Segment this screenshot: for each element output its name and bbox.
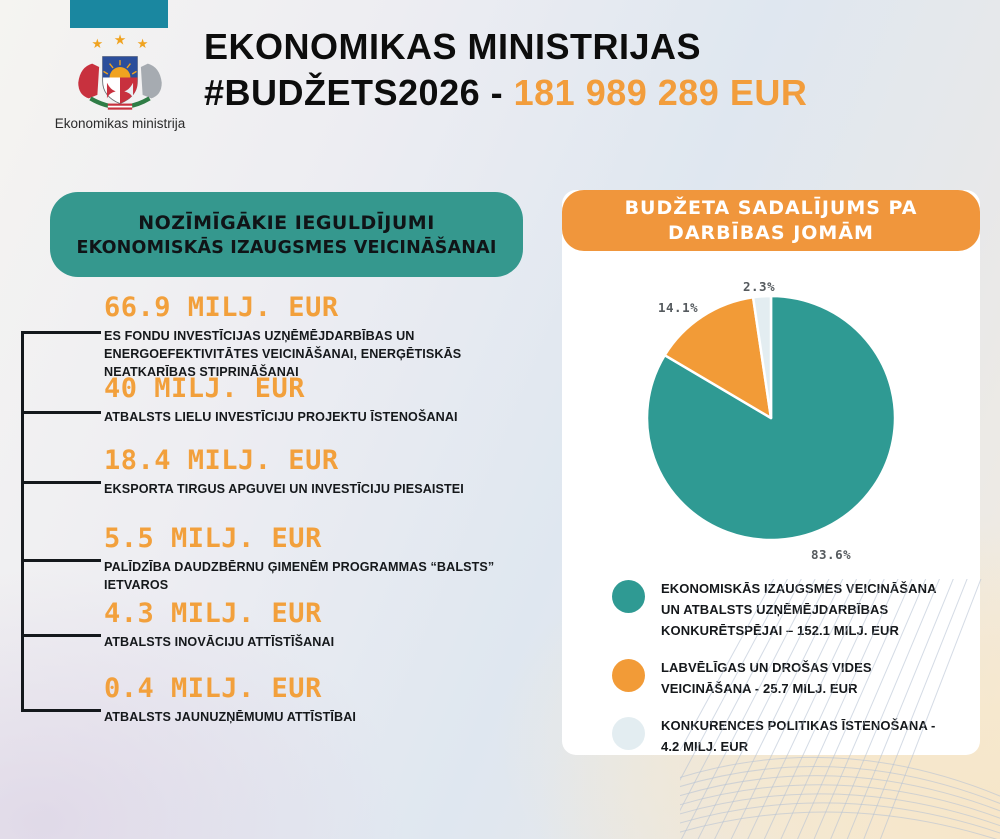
pie-percent-label: 14.1% <box>658 300 699 315</box>
legend-label: EKONOMISKĀS IZAUGSMES VEICINĀŠANA UN ATB… <box>661 581 937 638</box>
bracket-vertical-line <box>21 331 24 712</box>
investment-item: 40 MILJ. EUR ATBALSTS LIELU INVESTĪCIJU … <box>104 374 556 426</box>
left-header-line-1: NOZĪMĪGĀKIE IEGULDĪJUMI <box>138 211 435 234</box>
investment-amount: 0.4 MILJ. EUR <box>104 673 322 704</box>
ministry-logo-caption: Ekonomikas ministrija <box>54 116 186 131</box>
investment-item: 4.3 MILJ. EUR ATBALSTS INOVĀCIJU ATTĪSTĪ… <box>104 599 556 651</box>
budget-distribution-card: BUDŽETA SADALĪJUMS PA DARBĪBAS JOMĀM 83.… <box>562 190 980 755</box>
svg-text:★: ★ <box>92 36 104 51</box>
teal-top-bar <box>70 0 168 28</box>
lion-supporter <box>78 63 100 99</box>
legend-row: KONKURENCES POLITIKAS ĪSTENOŠANA - 4.2 M… <box>612 715 952 757</box>
title-line-1: EKONOMIKAS MINISTRIJAS <box>204 26 702 67</box>
page-title: EKONOMIKAS MINISTRIJAS #BUDŽETS2026 - 18… <box>204 24 964 116</box>
investment-amount: 4.3 MILJ. EUR <box>104 598 322 629</box>
investment-description: ATBALSTS JAUNUZŅĒMUMU ATTĪSTĪBAI <box>104 710 357 724</box>
left-section-header: NOZĪMĪGĀKIE IEGULDĪJUMI EKONOMISKĀS IZAU… <box>50 192 523 277</box>
right-section-header: BUDŽETA SADALĪJUMS PA DARBĪBAS JOMĀM <box>562 190 980 251</box>
legend-dot-orange <box>612 659 645 692</box>
investment-amount: 18.4 MILJ. EUR <box>104 445 339 476</box>
legend-dot-lightblue <box>612 717 645 750</box>
legend-row: EKONOMISKĀS IZAUGSMES VEICINĀŠANA UN ATB… <box>612 578 952 641</box>
budget-pie-chart <box>645 294 897 542</box>
bracket-branch <box>21 331 101 334</box>
svg-text:★: ★ <box>114 34 126 47</box>
bracket-branch <box>21 559 101 562</box>
budget-hashtag: #BUDŽETS2026 - <box>204 72 504 113</box>
pie-percent-label: 2.3% <box>743 279 776 294</box>
legend-dot-teal <box>612 580 645 613</box>
investment-amount: 66.9 MILJ. EUR <box>104 292 339 323</box>
investment-description: ATBALSTS INOVĀCIJU ATTĪSTĪŠANAI <box>104 635 335 649</box>
pie-percent-label: 83.6% <box>811 547 852 562</box>
investment-amount: 40 MILJ. EUR <box>104 373 306 404</box>
bracket-branch <box>21 709 101 712</box>
investment-amount: 5.5 MILJ. EUR <box>104 523 322 554</box>
svg-text:★: ★ <box>137 36 149 51</box>
investment-description: PALĪDZĪBA DAUDZBĒRNU ĢIMENĒM PROGRAMMAS … <box>104 560 495 592</box>
pie-legend: EKONOMISKĀS IZAUGSMES VEICINĀŠANA UN ATB… <box>612 578 952 757</box>
investment-description: EKSPORTA TIRGUS APGUVEI UN INVESTĪCIJU P… <box>104 482 464 496</box>
bracket-branch <box>21 481 101 484</box>
decorative-corner-lines <box>680 579 1000 839</box>
pie-slice <box>663 296 773 420</box>
title-line-2: #BUDŽETS2026 - 181 989 289 EUR <box>204 70 964 116</box>
pie-slice <box>751 294 773 420</box>
bracket-branch <box>21 411 101 414</box>
investment-item: 66.9 MILJ. EUR ES FONDU INVESTĪCIJAS UZŅ… <box>104 293 556 381</box>
bracket-branch <box>21 634 101 637</box>
investment-item: 0.4 MILJ. EUR ATBALSTS JAUNUZŅĒMUMU ATTĪ… <box>104 674 556 726</box>
latvia-coat-of-arms-logo: ★ ★ ★ <box>78 34 162 110</box>
investment-item: 18.4 MILJ. EUR EKSPORTA TIRGUS APGUVEI U… <box>104 446 556 498</box>
budget-total-amount: 181 989 289 EUR <box>513 72 808 113</box>
griffin-supporter <box>140 63 162 99</box>
left-header-line-2: EKONOMISKĀS IZAUGSMES VEICINĀŠANAI <box>76 237 497 258</box>
right-header-line-1: BUDŽETA SADALĪJUMS PA <box>624 197 918 219</box>
right-header-line-2: DARBĪBAS JOMĀM <box>668 222 874 244</box>
investment-item: 5.5 MILJ. EUR PALĪDZĪBA DAUDZBĒRNU ĢIMEN… <box>104 524 556 594</box>
investment-description: ES FONDU INVESTĪCIJAS UZŅĒMĒJDARBĪBAS UN… <box>104 329 462 379</box>
legend-label: KONKURENCES POLITIKAS ĪSTENOŠANA - 4.2 M… <box>661 718 936 754</box>
investment-description: ATBALSTS LIELU INVESTĪCIJU PROJEKTU ĪSTE… <box>104 410 458 424</box>
